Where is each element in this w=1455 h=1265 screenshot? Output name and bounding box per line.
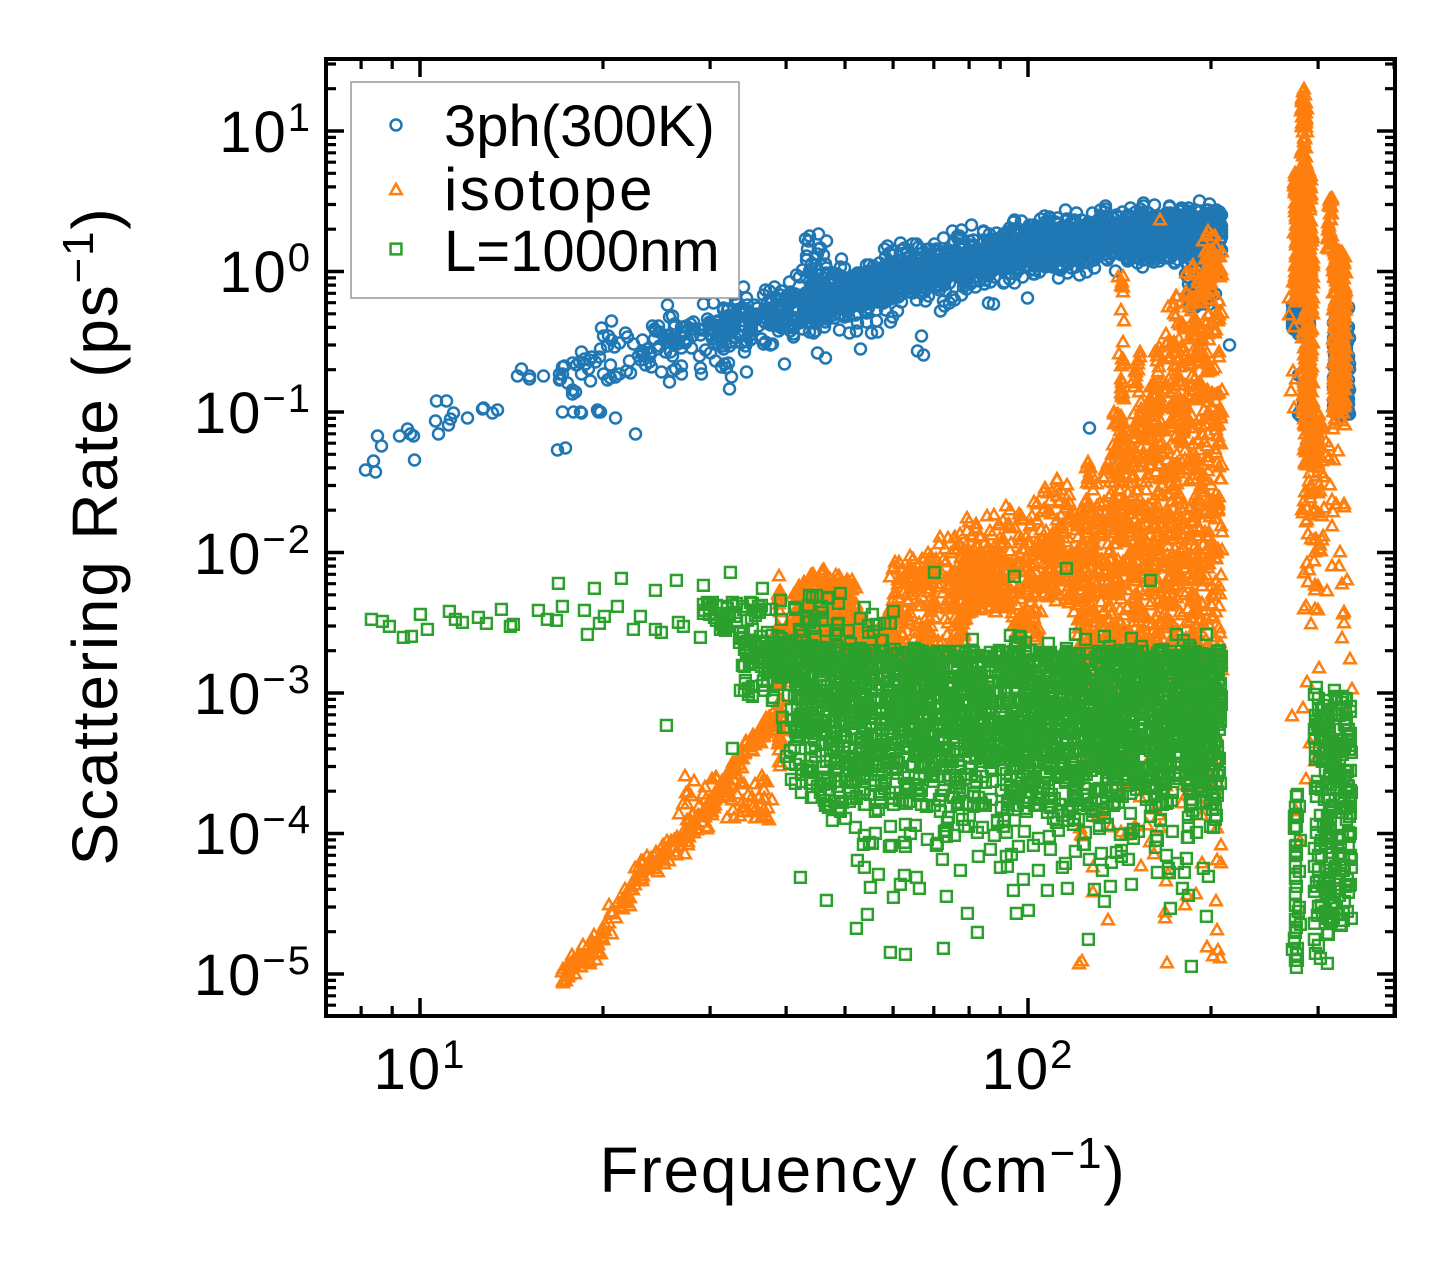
svg-text:3ph(300K): 3ph(300K) [444, 94, 715, 159]
svg-text:10−5: 10−5 [194, 939, 312, 1008]
svg-text:L=1000nm: L=1000nm [444, 219, 720, 284]
svg-text:Scattering Rate (ps−1): Scattering Rate (ps−1) [54, 207, 131, 866]
svg-text:10−2: 10−2 [194, 518, 312, 587]
svg-text:isotope: isotope [444, 156, 655, 223]
svg-text:Frequency (cm−1): Frequency (cm−1) [599, 1129, 1126, 1206]
svg-text:101: 101 [219, 96, 312, 165]
